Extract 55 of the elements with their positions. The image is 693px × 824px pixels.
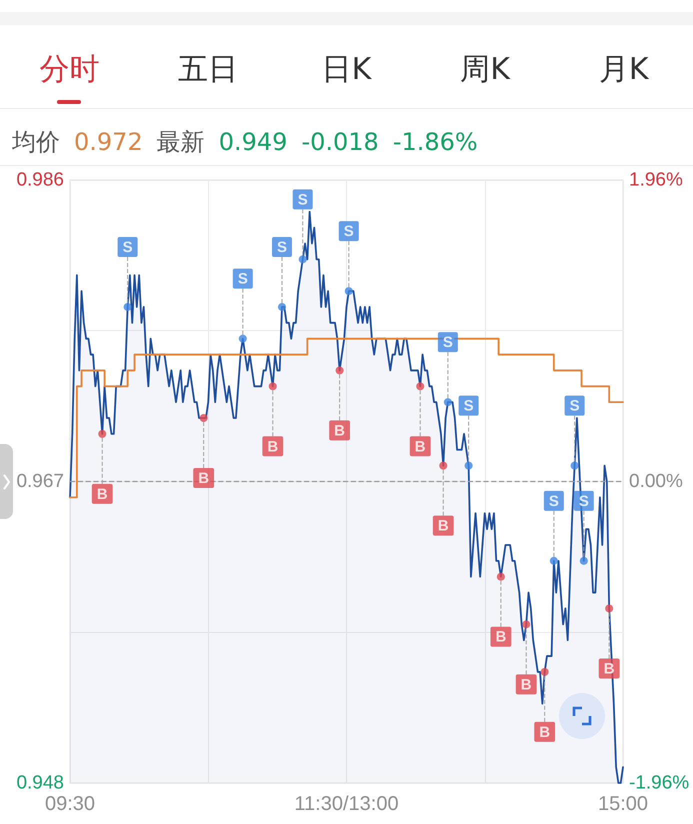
text: S <box>238 270 248 288</box>
text: B <box>539 724 550 741</box>
point <box>200 414 208 422</box>
y-tick-label: 0.967 <box>16 471 64 492</box>
text: B <box>438 518 449 535</box>
text: S <box>276 238 287 256</box>
y-tick-label: 0.948 <box>16 772 64 794</box>
text: 日K <box>322 52 372 87</box>
point <box>464 462 473 470</box>
text: S <box>442 334 453 352</box>
text: B <box>604 660 615 678</box>
text: B <box>96 486 108 503</box>
point <box>416 382 424 390</box>
point <box>496 572 505 581</box>
text: S <box>548 492 559 510</box>
point <box>580 556 588 565</box>
point <box>278 302 286 311</box>
series-label: B <box>520 676 532 694</box>
legend-label: S <box>578 492 589 510</box>
text: B <box>414 438 426 456</box>
text: 月K <box>598 52 649 87</box>
y-tick-label: 0.986 <box>16 170 64 190</box>
text: 周K <box>460 52 510 87</box>
text: B <box>334 422 346 440</box>
text: B <box>198 470 210 488</box>
chart-subtitle: 均价 0.972 最新 0.949 -0.018 -1.86% <box>12 127 478 158</box>
x-tick-label: 09:30 <box>44 793 96 815</box>
point <box>540 668 549 676</box>
point <box>98 430 106 438</box>
y2-tick-label: 0.00% <box>629 471 683 492</box>
text: 五日 <box>178 52 238 87</box>
point <box>550 556 558 565</box>
text: S <box>570 398 580 415</box>
text: S <box>464 398 474 415</box>
point <box>605 604 614 612</box>
text: B <box>267 438 278 456</box>
text: B <box>495 628 506 646</box>
point <box>444 398 452 406</box>
y2-tick-label: -1.96% <box>629 772 690 794</box>
point <box>344 287 353 296</box>
y2-tick-label: 1.96% <box>629 170 683 190</box>
text: 分时 <box>39 52 100 87</box>
point <box>268 382 277 390</box>
point <box>336 366 344 374</box>
point <box>124 302 132 311</box>
text: S <box>122 238 133 256</box>
point <box>238 334 247 343</box>
text: S <box>298 191 308 208</box>
point <box>439 462 448 470</box>
text: S <box>344 223 354 240</box>
point <box>522 620 530 628</box>
point <box>298 255 307 264</box>
x-tick-label: 15:00 <box>598 793 648 815</box>
x-tick-label: 11:30/13:00 <box>294 793 399 815</box>
point <box>570 462 579 470</box>
